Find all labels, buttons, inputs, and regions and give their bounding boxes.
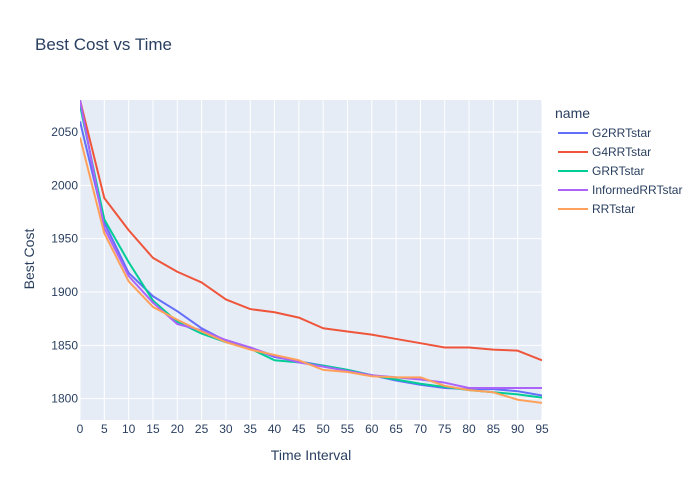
x-tick-label: 25 (195, 422, 209, 436)
y-tick-label: 1900 (51, 285, 78, 299)
series-line-rrtstar (80, 137, 542, 404)
legend-label: InformedRRTstar (592, 183, 682, 197)
chart-title: Best Cost vs Time (35, 35, 172, 54)
x-tick-label: 80 (462, 422, 476, 436)
legend-item[interactable]: GRRTstar (558, 164, 644, 178)
x-tick-label: 15 (146, 422, 160, 436)
y-tick-label: 2050 (51, 125, 78, 139)
series-line-g4rrtstar (80, 100, 542, 362)
x-tick-label: 95 (535, 422, 549, 436)
x-tick-label: 50 (316, 422, 330, 436)
series-lines (80, 100, 542, 404)
x-tick-label: 0 (77, 422, 84, 436)
x-axis-title: Time Interval (271, 447, 351, 463)
x-tick-label: 40 (268, 422, 282, 436)
x-tick-label: 30 (219, 422, 233, 436)
x-tick-label: 55 (341, 422, 355, 436)
y-axis-ticks: 1800 1850 1900 1950 2000 2050 (51, 125, 78, 406)
legend: name G2RRTstar G4RRTstar GRRTstar InformedR… (555, 105, 682, 216)
x-tick-label: 65 (389, 422, 403, 436)
y-tick-label: 2000 (51, 178, 78, 192)
legend-title: name (555, 105, 590, 121)
plot-area (80, 100, 542, 420)
x-tick-label: 75 (438, 422, 452, 436)
x-tick-label: 60 (365, 422, 379, 436)
legend-label: RRTstar (592, 202, 635, 216)
legend-label: G4RRTstar (592, 145, 651, 159)
legend-item[interactable]: InformedRRTstar (558, 183, 682, 197)
legend-items: G2RRTstar G4RRTstar GRRTstar InformedRRTsta… (558, 126, 682, 216)
legend-item[interactable]: G2RRTstar (558, 126, 651, 140)
y-tick-label: 1950 (51, 232, 78, 246)
legend-item[interactable]: G4RRTstar (558, 145, 651, 159)
y-tick-label: 1800 (51, 392, 78, 406)
x-tick-label: 5 (101, 422, 108, 436)
x-tick-label: 20 (171, 422, 185, 436)
grid (79, 100, 543, 420)
y-tick-label: 1850 (51, 338, 78, 352)
x-axis-ticks: 0 5 10 15 20 25 30 35 40 45 50 55 60 65 70 75 80 85 90 95 (77, 422, 549, 436)
legend-item[interactable]: RRTstar (558, 202, 635, 216)
x-tick-label: 35 (244, 422, 258, 436)
legend-label: GRRTstar (592, 164, 644, 178)
y-axis-title: Best Cost (21, 229, 37, 290)
legend-label: G2RRTstar (592, 126, 651, 140)
x-tick-label: 85 (487, 422, 501, 436)
x-tick-label: 70 (414, 422, 428, 436)
x-tick-label: 45 (292, 422, 306, 436)
x-tick-label: 90 (511, 422, 525, 436)
x-tick-label: 10 (122, 422, 136, 436)
